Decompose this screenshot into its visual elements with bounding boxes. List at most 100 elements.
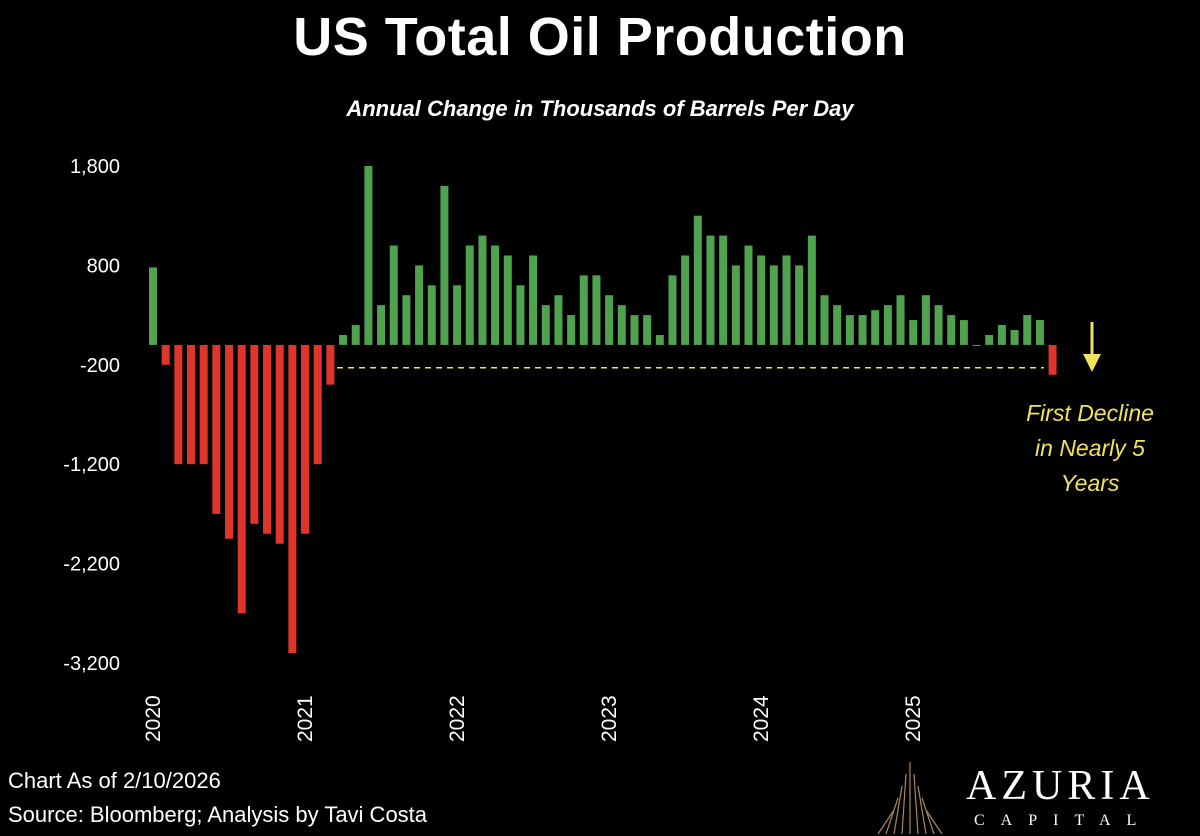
bar	[883, 305, 892, 345]
bar	[643, 315, 652, 345]
bar	[972, 344, 981, 346]
bar	[706, 235, 715, 345]
bar	[997, 325, 1006, 345]
bar	[503, 255, 512, 345]
chart-subtitle: Annual Change in Thousands of Barrels Pe…	[346, 96, 854, 121]
x-tick-label: 2020	[142, 695, 165, 742]
annotation-line: Years	[1060, 470, 1120, 496]
brand-name: AZURIA	[966, 763, 1155, 809]
bar	[351, 325, 360, 345]
x-tick-label: 2024	[750, 695, 773, 742]
y-tick-label: -1,200	[63, 454, 120, 476]
logo-mark-icon	[877, 762, 943, 835]
bar	[161, 344, 170, 365]
bar	[693, 215, 702, 345]
x-tick-label: 2021	[294, 695, 317, 742]
bar	[288, 344, 297, 654]
bar	[858, 315, 867, 345]
bar	[250, 344, 259, 524]
bar	[415, 265, 424, 345]
bar	[655, 334, 664, 345]
x-tick-label: 2025	[902, 695, 925, 742]
bar	[339, 334, 348, 345]
bar	[833, 305, 842, 345]
bar	[199, 344, 208, 465]
bar	[491, 245, 500, 345]
y-tick-label: -200	[80, 355, 120, 377]
bar	[427, 285, 436, 345]
x-tick-label: 2022	[446, 695, 469, 742]
bar	[478, 235, 487, 345]
down-arrow-icon	[1083, 322, 1101, 372]
bar	[934, 305, 943, 345]
bar	[719, 235, 728, 345]
bar	[820, 295, 829, 345]
bar	[744, 245, 753, 345]
bar	[377, 305, 386, 345]
bar	[630, 315, 639, 345]
bar	[187, 344, 196, 465]
bar	[516, 285, 525, 345]
bar	[389, 245, 398, 345]
bar	[909, 320, 918, 345]
bar	[1048, 344, 1057, 375]
y-axis-labels: 1,800 800 -200 -1,200 -2,200 -3,200	[63, 156, 120, 675]
decline-annotation: First Decline in Nearly 5 Years	[1000, 396, 1180, 501]
bar	[174, 344, 183, 465]
bar	[149, 267, 157, 345]
bar	[795, 265, 804, 345]
bar	[757, 255, 766, 345]
bar	[263, 344, 272, 534]
bar	[579, 275, 588, 345]
bar	[592, 275, 601, 345]
bar	[668, 275, 677, 345]
bar	[453, 285, 462, 345]
bar	[681, 255, 690, 345]
bar	[985, 334, 994, 345]
bar	[605, 295, 614, 345]
bar	[275, 344, 284, 544]
bar	[440, 185, 449, 345]
bar	[326, 344, 335, 385]
chart-date-note: Chart As of 2/10/2026	[8, 768, 221, 793]
x-tick-label: 2023	[598, 695, 621, 742]
bar	[845, 315, 854, 345]
source-note: Source: Bloomberg; Analysis by Tavi Cost…	[8, 802, 428, 827]
bar	[301, 344, 310, 534]
x-axis-labels: 2020 2021 2022 2023 2024 2025	[142, 695, 925, 742]
bar	[237, 344, 246, 614]
bar	[921, 295, 930, 345]
y-tick-label: 800	[87, 255, 120, 277]
bar	[947, 315, 956, 345]
bar	[541, 305, 550, 345]
y-tick-label: -3,200	[63, 653, 120, 675]
brand-tagline: CAPITAL	[974, 812, 1153, 829]
annotation-line: First Decline	[1026, 400, 1154, 426]
bar	[567, 315, 576, 345]
bar	[529, 255, 538, 345]
bar	[402, 295, 411, 345]
bar	[225, 344, 234, 539]
y-tick-label: -2,200	[63, 554, 120, 576]
bar	[212, 344, 221, 514]
chart-title: US Total Oil Production	[293, 7, 907, 67]
annotation-line: in Nearly 5	[1035, 435, 1145, 461]
bar	[1035, 320, 1044, 345]
bars	[149, 166, 1057, 654]
bar	[769, 265, 778, 345]
bar	[782, 255, 791, 345]
azuria-logo: AZURIA CAPITAL	[860, 756, 1190, 836]
bar	[731, 265, 740, 345]
bar	[313, 344, 322, 465]
bar	[807, 235, 816, 345]
bar	[959, 320, 968, 345]
bar	[364, 166, 373, 345]
bar	[896, 295, 905, 345]
y-tick-label: 1,800	[70, 156, 120, 178]
bar	[617, 305, 626, 345]
bar	[554, 295, 563, 345]
bar	[465, 245, 474, 345]
bar	[871, 310, 880, 345]
bar	[1023, 315, 1032, 345]
